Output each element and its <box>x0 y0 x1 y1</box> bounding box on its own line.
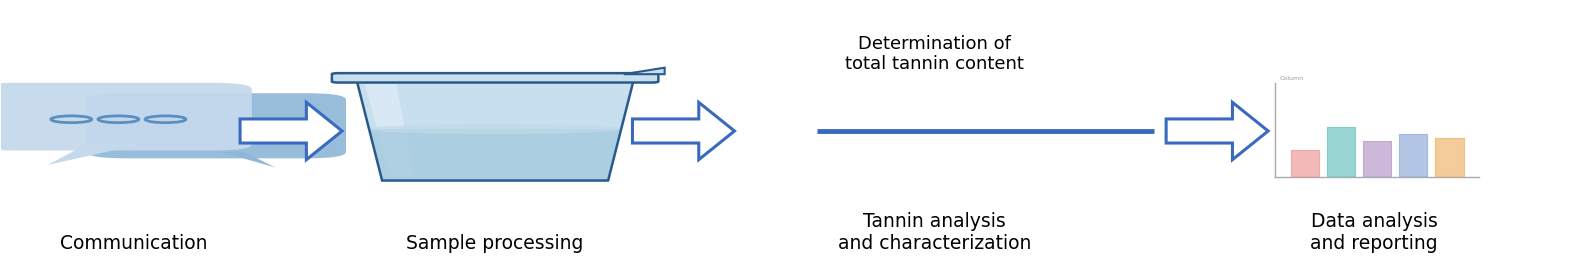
Text: Column: Column <box>1280 76 1304 81</box>
Polygon shape <box>220 152 275 167</box>
Text: Determination of
total tannin content: Determination of total tannin content <box>845 35 1024 73</box>
Bar <box>1400 134 1428 176</box>
Polygon shape <box>357 81 633 181</box>
Text: Tannin analysis
and characterization: Tannin analysis and characterization <box>837 212 1031 254</box>
Polygon shape <box>240 102 342 160</box>
Polygon shape <box>369 129 621 181</box>
Bar <box>1436 138 1464 176</box>
Bar <box>1436 138 1464 176</box>
FancyBboxPatch shape <box>331 73 658 83</box>
Bar <box>1291 150 1320 176</box>
Bar <box>1364 141 1392 176</box>
Polygon shape <box>47 144 141 165</box>
Polygon shape <box>1166 102 1268 160</box>
Bar <box>1291 150 1320 176</box>
Polygon shape <box>633 102 735 160</box>
FancyBboxPatch shape <box>86 93 346 158</box>
Text: Sample processing: Sample processing <box>407 234 584 254</box>
Bar <box>1327 127 1356 176</box>
Bar <box>1327 127 1356 176</box>
Ellipse shape <box>369 124 621 134</box>
Text: Data analysis
and reporting: Data analysis and reporting <box>1310 212 1437 254</box>
FancyBboxPatch shape <box>0 83 251 151</box>
Text: Communication: Communication <box>60 234 207 254</box>
Polygon shape <box>624 68 665 74</box>
Polygon shape <box>364 84 413 175</box>
Bar <box>1364 141 1392 176</box>
Bar <box>1400 134 1428 176</box>
